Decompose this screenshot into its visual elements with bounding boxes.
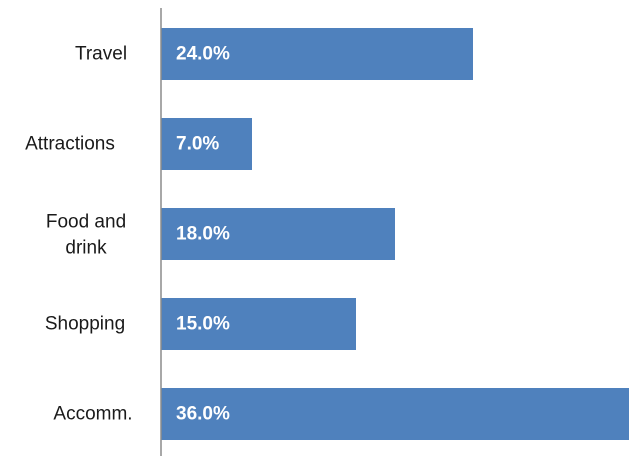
data-label-accomm: 36.0% (176, 404, 230, 425)
bar-shopping (161, 298, 356, 350)
data-label-food-and-drink: 18.0% (176, 224, 230, 245)
category-labels-group: Travel Attractions Food and drink Shopping Ac… (25, 44, 132, 425)
bar-accomm (161, 388, 629, 440)
bar-attractions (161, 118, 252, 170)
data-label-attractions: 7.0% (176, 134, 219, 155)
bar-food-and-drink (161, 208, 395, 260)
bars-group (161, 28, 629, 440)
bar-travel (161, 28, 473, 80)
category-label-food-and-drink: Food and drink (46, 212, 126, 259)
category-label-accomm: Accomm. (53, 404, 132, 425)
category-label-travel: Travel (75, 44, 127, 65)
data-label-travel: 24.0% (176, 44, 230, 65)
category-label-attractions: Attractions (25, 134, 115, 155)
data-labels-group: 24.0% 7.0% 18.0% 15.0% 36.0% (176, 44, 230, 425)
category-label-line-2: drink (65, 238, 107, 259)
category-label-line-1: Food and (46, 212, 126, 233)
category-label-shopping: Shopping (45, 314, 125, 335)
data-label-shopping: 15.0% (176, 314, 230, 335)
